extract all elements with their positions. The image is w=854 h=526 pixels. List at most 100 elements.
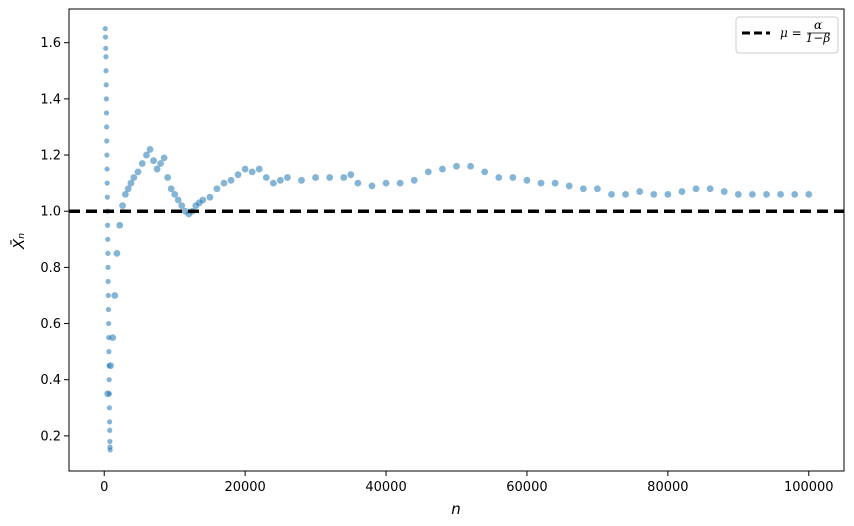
scatter-point — [326, 174, 334, 181]
scatter-point — [805, 190, 813, 198]
x-tick-label: 0 — [100, 480, 108, 495]
y-tick-label: 0.4 — [40, 373, 61, 388]
scatter-point — [509, 174, 517, 181]
scatter-point — [157, 160, 164, 167]
scatter-point — [262, 174, 270, 181]
scatter-point — [164, 174, 172, 181]
scatter-point — [178, 202, 186, 209]
scatter-point — [107, 427, 113, 433]
scatter-point — [105, 306, 112, 313]
x-tick-label: 40000 — [365, 480, 406, 495]
scatter-point — [734, 190, 742, 198]
scatter-point — [551, 179, 559, 187]
scatter-point — [594, 185, 601, 193]
scatter-point — [104, 194, 110, 200]
y-tick-label: 0.2 — [40, 429, 61, 444]
scatter-point — [103, 110, 110, 116]
y-tick-label: 1.0 — [40, 205, 61, 220]
scatter-point — [105, 250, 111, 256]
scatter-point — [791, 190, 799, 198]
scatter-point — [105, 320, 112, 327]
scatter-point — [103, 82, 109, 88]
scatter-point — [104, 180, 110, 186]
scatter-point — [650, 190, 658, 198]
scatter-point — [777, 190, 784, 198]
scatter-point — [276, 176, 284, 184]
x-tick-label: 20000 — [224, 480, 265, 495]
scatter-point — [150, 157, 157, 165]
scatter-point — [124, 185, 132, 193]
scatter-point — [105, 264, 111, 270]
scatter-point — [368, 182, 376, 190]
scatter-point — [104, 152, 110, 158]
scatter-point — [382, 179, 390, 187]
scatter-point — [220, 179, 228, 187]
scatter-point — [106, 377, 112, 383]
scatter-point — [347, 171, 355, 179]
scatter-point — [763, 190, 770, 198]
scatter-point — [255, 165, 263, 173]
plot-area — [69, 9, 844, 471]
scatter-point — [467, 162, 474, 170]
x-axis-ticks: 0 20000 40000 60000 80000 100000 — [100, 471, 834, 495]
scatter-point — [146, 146, 154, 153]
scatter-point — [116, 221, 124, 229]
scatter-point — [104, 138, 110, 144]
y-tick-label: 1.4 — [40, 92, 61, 107]
y-tick-label: 1.6 — [40, 36, 61, 51]
scatter-point — [130, 174, 138, 181]
x-tick-label: 80000 — [647, 480, 688, 495]
scatter-point — [111, 292, 119, 299]
scatter-point — [107, 438, 113, 445]
scatter-point — [106, 349, 112, 355]
scatter-point — [134, 168, 142, 176]
scatter-point — [119, 202, 126, 209]
scatter-point — [749, 190, 756, 198]
y-axis-ticks: 0.2 0.4 0.6 0.8 1.0 1.2 1.4 1.6 — [40, 36, 69, 444]
scatter-point — [579, 185, 587, 193]
scatter-point — [410, 176, 418, 184]
scatter-point — [213, 185, 221, 193]
scatter-point — [692, 185, 700, 193]
scatter-point — [622, 190, 629, 198]
scatter-point — [298, 176, 305, 184]
y-axis-label: X̄ₙ — [9, 233, 28, 250]
scatter-point — [167, 185, 175, 193]
scatter-point — [206, 193, 214, 201]
scatter-point — [104, 124, 110, 130]
scatter-point — [234, 171, 242, 179]
scatter-point — [106, 419, 113, 425]
scatter-point — [174, 196, 182, 204]
scatter-point — [104, 166, 110, 172]
scatter-point — [636, 188, 644, 195]
scatter-point — [537, 179, 545, 187]
scatter-point — [678, 188, 686, 195]
scatter-point — [312, 174, 319, 181]
scatter-point — [565, 182, 573, 190]
scatter-point — [143, 151, 150, 159]
legend-label-lhs: μ = — [780, 26, 802, 40]
scatter-point — [706, 185, 714, 193]
scatter-point — [102, 26, 108, 32]
scatter-point — [127, 179, 135, 187]
x-tick-label: 60000 — [506, 480, 547, 495]
scatter-point — [720, 188, 728, 195]
scatter-point — [340, 174, 348, 181]
scatter-point — [523, 176, 531, 184]
legend-label-denominator: 1−β — [806, 31, 831, 45]
scatter-point — [269, 179, 277, 187]
scatter-point — [103, 96, 109, 102]
scatter-point — [608, 190, 615, 198]
x-axis-label: n — [451, 500, 461, 518]
scatter-point — [241, 165, 249, 173]
scatter-point — [160, 154, 168, 162]
x-tick-label: 100000 — [784, 480, 834, 495]
scatter-point — [121, 190, 129, 198]
scatter-point — [109, 334, 117, 341]
scatter-point — [284, 174, 291, 181]
scatter-point — [396, 179, 404, 187]
scatter-point — [103, 45, 109, 51]
scatter-point — [227, 176, 235, 184]
scatter-point — [105, 278, 111, 285]
